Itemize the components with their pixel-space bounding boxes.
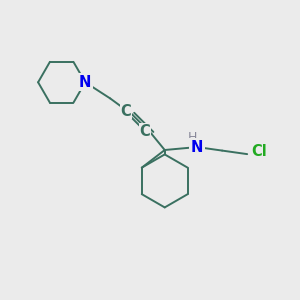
Text: Cl: Cl	[252, 144, 267, 159]
Text: C: C	[121, 103, 131, 118]
Text: H: H	[188, 131, 197, 144]
Text: C: C	[140, 124, 150, 139]
Text: N: N	[191, 140, 203, 154]
Text: N: N	[79, 75, 92, 90]
